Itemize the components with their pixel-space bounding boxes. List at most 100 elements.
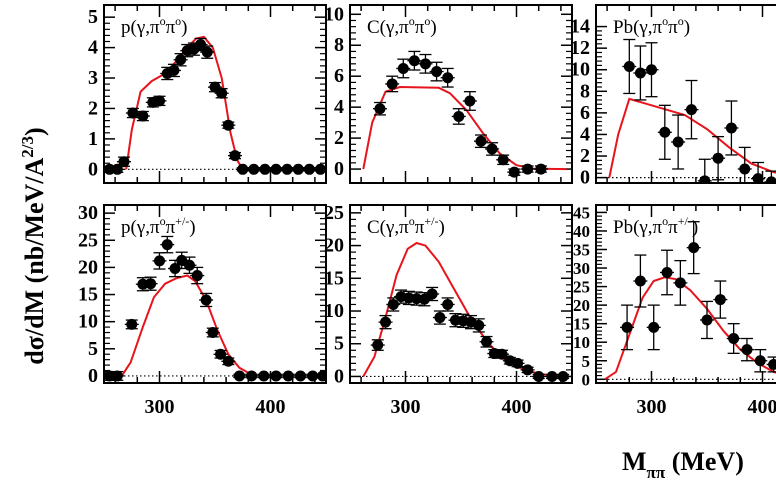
panel-label-part: ) <box>684 17 690 38</box>
data-point <box>314 163 326 175</box>
data-point <box>137 110 149 122</box>
data-point <box>481 336 493 348</box>
data-point <box>408 55 420 67</box>
data-point <box>741 344 753 356</box>
data-point <box>497 154 509 166</box>
data-point <box>207 327 219 339</box>
y-tick-label: 35 <box>573 241 590 260</box>
y-tick-label: 4 <box>580 123 590 145</box>
data-point <box>535 163 547 175</box>
data-points <box>104 37 326 175</box>
data-point <box>380 316 392 328</box>
data-point <box>191 270 203 282</box>
data-point <box>154 95 165 107</box>
data-point <box>419 58 431 70</box>
data-point <box>699 175 711 183</box>
panel-label-part: +/- <box>175 214 189 228</box>
data-point <box>248 163 260 175</box>
data-point <box>175 54 187 66</box>
panel-label: p(γ,πoπo) <box>121 14 188 38</box>
y-axis-title: dσ/dM (nb/MeV/A2/3) <box>18 127 49 364</box>
data-point <box>688 242 700 254</box>
data-point <box>418 293 430 305</box>
data-point <box>473 319 485 331</box>
y-tick-label: 2 <box>334 127 344 149</box>
data-point <box>752 173 764 183</box>
data-point <box>126 318 138 330</box>
x-tick-label: 300 <box>391 396 421 418</box>
data-point <box>714 294 726 306</box>
panel-label-part: C(γ,π <box>367 17 409 38</box>
x-tick-label: 400 <box>502 396 532 418</box>
y-tick-label: 4 <box>334 96 344 118</box>
data-point <box>434 312 446 324</box>
y-tick-label: 0 <box>88 365 98 387</box>
data-point <box>169 262 181 274</box>
data-point <box>317 370 326 382</box>
panel-label-part: ) <box>438 217 444 238</box>
panel-label-part: π <box>668 217 678 238</box>
panel-label-part: ) <box>181 17 187 38</box>
panel-label-part: o <box>160 14 166 28</box>
data-point <box>522 364 534 376</box>
data-point <box>168 64 180 76</box>
data-point <box>259 163 271 175</box>
data-point <box>728 333 740 344</box>
y-tick-label: 0 <box>580 167 590 189</box>
data-point <box>522 163 534 175</box>
y-tick-label: 4 <box>88 37 98 59</box>
data-point <box>372 339 384 351</box>
data-point <box>426 288 438 300</box>
y-tick-label: 20 <box>78 256 98 278</box>
data-point <box>557 370 569 382</box>
data-point <box>712 152 724 164</box>
data-point <box>111 370 123 382</box>
panel-label-part: o <box>662 14 668 28</box>
data-point <box>397 62 409 74</box>
data-point <box>453 110 465 122</box>
y-tick-label: 20 <box>324 235 344 257</box>
panel-frame <box>595 4 776 184</box>
panel-label-part: +/- <box>424 214 438 228</box>
data-point <box>464 95 476 107</box>
data-point <box>145 278 157 290</box>
data-point <box>634 275 646 287</box>
y-tick-label: 8 <box>580 80 590 102</box>
data-point <box>387 298 399 310</box>
data-points <box>620 221 776 373</box>
data-point <box>621 321 633 333</box>
data-point <box>270 163 282 175</box>
y-axis-title-exponent: 2/3 <box>18 136 37 158</box>
y-tick-label: 15 <box>78 284 98 306</box>
data-point <box>765 176 776 183</box>
panel-label: C(γ,πoπo) <box>367 14 437 38</box>
panel-label-part: p(γ,π <box>121 217 160 238</box>
panel-frame <box>349 4 573 184</box>
data-points <box>372 50 548 178</box>
data-point <box>768 358 776 370</box>
panel-label-part: o <box>160 214 166 228</box>
panel-label-part: ) <box>189 217 195 238</box>
panel-label-part: o <box>662 214 668 228</box>
data-point <box>374 103 386 115</box>
panel-label-part: p(γ,π <box>121 17 160 38</box>
x-tick-label: 300 <box>637 396 667 418</box>
y-tick-label: 30 <box>573 259 590 278</box>
panel-label-part: π <box>166 217 176 238</box>
data-point <box>161 239 173 251</box>
panel-frame <box>103 204 327 384</box>
data-point <box>431 66 443 78</box>
x-axis-title-subscript: ππ <box>647 463 666 481</box>
y-tick-label: 10 <box>78 311 98 333</box>
data-point <box>739 163 751 175</box>
model-curve <box>604 276 776 381</box>
model-curve <box>120 274 255 377</box>
y-tick-label: 5 <box>334 333 344 355</box>
data-point <box>222 119 234 131</box>
x-tick-label: 300 <box>145 396 175 418</box>
panel-label-part: o <box>409 214 415 228</box>
data-point <box>303 163 315 175</box>
